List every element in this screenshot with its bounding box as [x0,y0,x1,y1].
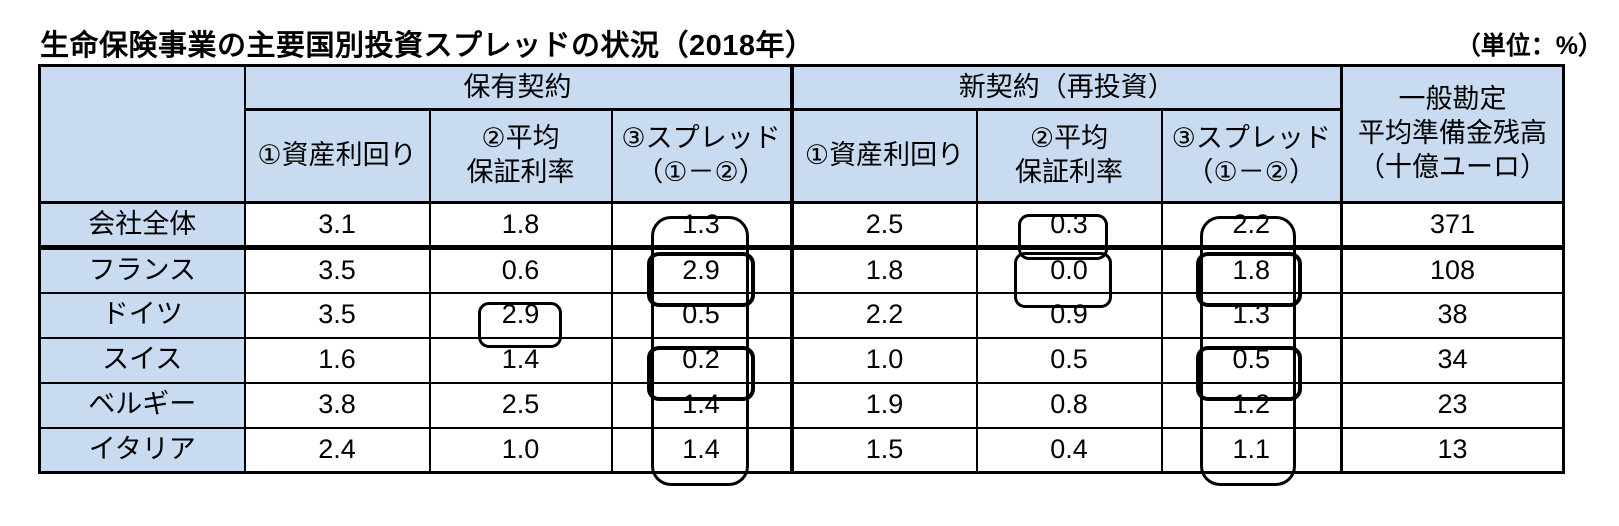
table-row-italy: イタリア 2.4 1.0 1.4 1.5 0.4 1.1 13 [38,426,1565,474]
reserve-header-line2: 平均準備金残高 [1358,118,1548,149]
cell-value: 0.2 [610,336,793,384]
cell-value: 1.3 [1160,291,1343,339]
cell-value: 1.8 [428,201,613,250]
reserve-header-line3: （十億ユーロ） [1358,151,1548,182]
subheader-new-spread: ③スプレッド （①－②） [1160,108,1343,204]
subheader-holding-asset-yield: ①資産利回り [243,108,431,204]
cell-value: 1.3 [610,201,793,250]
cell-value: 0.5 [975,336,1163,384]
table-row-germany: ドイツ 3.5 2.9 0.5 2.2 0.9 1.3 38 [38,291,1565,339]
cell-value: 1.0 [789,336,978,384]
cell-value: 1.8 [1160,246,1343,294]
cell-value: 2.2 [1160,201,1343,250]
cell-value: 0.0 [975,246,1163,294]
investment-spread-table: 保有契約 新契約（再投資） 一般勘定 平均準備金残高 （十億ユーロ） ①資産利回… [38,64,1566,474]
page-title: 生命保険事業の主要国別投資スプレッドの状況（2018年） [40,30,815,62]
cell-value: 1.0 [428,426,613,474]
table-row-belgium: ベルギー 3.8 2.5 1.4 1.9 0.8 1.2 23 [38,381,1565,429]
cell-value: 3.5 [243,291,431,339]
group-header-new-business: 新契約（再投資） [789,64,1343,111]
table-row-france: フランス 3.5 0.6 2.9 1.8 0.0 1.8 108 [38,246,1565,294]
cell-value: 1.8 [789,246,978,294]
cell-value: 0.5 [610,291,793,339]
row-label-germany: ドイツ [38,291,246,339]
corner-header-cell [38,64,246,204]
cell-value: 38 [1340,291,1565,339]
subheader-holding-avg-guaranteed: ②平均 保証利率 [428,108,613,204]
cell-value: 1.4 [610,426,793,474]
cell-value: 0.5 [1160,336,1343,384]
reserve-header-line1: 一般勘定 [1398,84,1507,115]
cell-value: 1.4 [428,336,613,384]
cell-value: 1.4 [610,381,793,429]
cell-value: 0.9 [975,291,1163,339]
cell-value: 34 [1340,336,1565,384]
cell-value: 0.8 [975,381,1163,429]
cell-value: 0.6 [428,246,613,294]
group-header-reserve: 一般勘定 平均準備金残高 （十億ユーロ） [1340,64,1565,204]
cell-value: 13 [1340,426,1565,474]
cell-value: 2.5 [428,381,613,429]
unit-label: （単位：%） [1455,32,1603,60]
table-row-company-total: 会社全体 3.1 1.8 1.3 2.5 0.3 2.2 371 [38,201,1565,250]
cell-value: 2.9 [428,291,613,339]
row-label-france: フランス [38,246,246,294]
group-header-holding: 保有契約 [243,64,793,111]
cell-value: 0.3 [975,201,1163,250]
cell-value: 2.2 [789,291,978,339]
cell-value: 1.1 [1160,426,1343,474]
cell-value: 0.4 [975,426,1163,474]
cell-value: 3.8 [243,381,431,429]
cell-value: 23 [1340,381,1565,429]
row-label-italy: イタリア [38,426,246,474]
row-label-belgium: ベルギー [38,381,246,429]
subheader-new-avg-guaranteed: ②平均 保証利率 [975,108,1163,204]
cell-value: 3.5 [243,246,431,294]
row-label-switzerland: スイス [38,336,246,384]
cell-value: 1.9 [789,381,978,429]
subheader-holding-spread: ③スプレッド （①－②） [610,108,793,204]
cell-value: 1.2 [1160,381,1343,429]
cell-value: 2.9 [610,246,793,294]
cell-value: 2.5 [789,201,978,250]
cell-value: 2.4 [243,426,431,474]
cell-value: 3.1 [243,201,431,250]
cell-value: 108 [1340,246,1565,294]
cell-value: 1.5 [789,426,978,474]
cell-value: 371 [1340,201,1565,250]
table-row-switzerland: スイス 1.6 1.4 0.2 1.0 0.5 0.5 34 [38,336,1565,384]
cell-value: 1.6 [243,336,431,384]
subheader-new-asset-yield: ①資産利回り [789,108,978,204]
row-label-company-total: 会社全体 [38,201,246,250]
